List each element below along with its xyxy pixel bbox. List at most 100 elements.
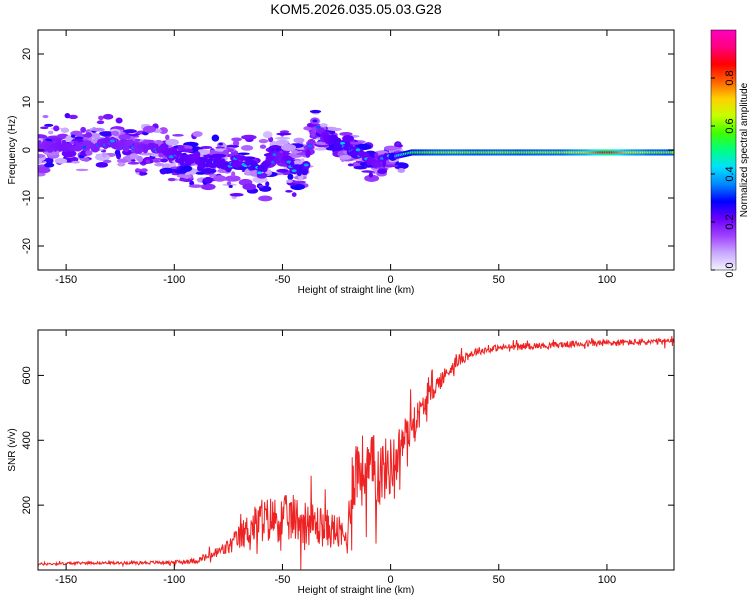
spectrogram-cell [200, 168, 217, 174]
spectrogram-cell [85, 131, 92, 138]
spectrogram-cell [172, 133, 184, 137]
spectrogram-cell [292, 180, 306, 184]
spectrogram-cell [393, 162, 409, 170]
spectrogram-cell [291, 149, 298, 155]
spectrogram-peak-cell [291, 169, 297, 173]
spectrogram-cell [237, 152, 250, 156]
spectrogram-cell [276, 132, 292, 136]
spectrogram-cell [123, 129, 137, 134]
spectrogram-ridge-cell [310, 129, 316, 138]
spectrogram-ridge-cell [194, 150, 201, 159]
spectrogram-peak-cell [340, 141, 346, 145]
spectrogram-cell [80, 126, 87, 133]
spectrogram-cell [285, 190, 293, 193]
spectrogram-cell [225, 175, 241, 182]
spectrogram-cell [40, 126, 49, 130]
spectrogram-cell [274, 136, 291, 140]
spectrogram-cell [200, 183, 216, 191]
spectrogram-cell [116, 158, 129, 164]
spectrogram-data [38, 109, 674, 202]
snr-y-tick-label: 600 [21, 366, 33, 384]
spectrogram-cell [65, 135, 73, 143]
spectrogram-cell [44, 123, 54, 127]
spectrogram-cell [353, 165, 368, 170]
spectrogram-cell [286, 179, 293, 183]
spectrogram-y-tick-label: 0 [21, 147, 33, 153]
spectrogram-peak-cell [257, 171, 263, 175]
spectrogram-cell [118, 134, 131, 140]
spectrogram-cell [60, 127, 70, 133]
colorbar-tick-label: 0.8 [724, 70, 736, 85]
spectrogram-cell [268, 136, 274, 143]
colorbar-gradient [710, 29, 737, 271]
spectrogram-x-tick-label: -100 [163, 274, 185, 286]
spectrogram-cell [159, 168, 167, 175]
spectrogram-cell [364, 174, 380, 182]
spectrogram-cell [279, 130, 290, 134]
spectrogram-ridge-cell [307, 139, 316, 145]
spectrogram-cell [218, 142, 223, 146]
spectrogram-y-tick-label: -20 [21, 238, 33, 254]
spectrogram-cell [368, 172, 373, 178]
spectrogram-cell [319, 123, 328, 128]
spectrogram-cell [249, 169, 260, 177]
spectrogram-peak-cell [671, 151, 674, 154]
spectrogram-cell [110, 130, 120, 136]
spectrogram-x-tick-label: -50 [274, 274, 290, 286]
spectrogram-peak-cell [303, 163, 309, 167]
spectrogram-cell [309, 109, 322, 114]
spectrogram-cell [232, 139, 240, 147]
spectrogram-cell [95, 162, 109, 168]
spectrogram-cell [339, 154, 352, 160]
spectrogram-cell [347, 163, 354, 167]
snr-ticks: -150 -100 -50 0 50 100 200 400 600 [21, 330, 674, 586]
snr-series-line [38, 336, 674, 570]
spectrogram-cell [140, 168, 148, 173]
spectrogram-cell [178, 178, 189, 182]
spectrogram-cell [200, 145, 213, 149]
colorbar-tick-label: 0.6 [724, 118, 736, 133]
spectrogram-ridge-cell [382, 158, 387, 168]
spectrogram-cell [96, 120, 105, 125]
spectrogram-cell [242, 183, 257, 191]
spectrogram-cell [327, 127, 342, 131]
colorbar-tick-label: 0.2 [724, 214, 736, 229]
spectrogram-peak-cell [355, 148, 361, 152]
spectrogram-y-axis-label: Frequency (Hz) [7, 116, 18, 185]
spectrogram-cell [114, 149, 121, 157]
spectrogram-x-tick-label: 0 [388, 274, 394, 286]
spectrogram-cell [160, 158, 168, 163]
spectrogram-cell [158, 152, 164, 158]
spectrogram-cell [54, 157, 68, 164]
spectrogram-cell [213, 175, 227, 182]
colorbar-ticks: 0.0 0.2 0.4 0.6 0.8 [711, 70, 736, 278]
snr-x-tick-label: -150 [55, 574, 77, 586]
spectrogram-cell [189, 180, 195, 186]
spectrogram-cell [99, 131, 114, 136]
spectrogram-cell [343, 150, 348, 154]
spectrogram-cell [102, 159, 112, 163]
spectrogram-cell [258, 184, 264, 188]
spectrogram-cell [137, 155, 143, 163]
spectrogram-cell [53, 125, 60, 132]
spectrogram-ridge-cell [290, 160, 295, 168]
spectrogram-cell [129, 153, 138, 159]
spectrogram-x-tick-label: 50 [493, 274, 505, 286]
spectrogram-cell [203, 176, 213, 184]
spectrogram-cell [287, 173, 294, 181]
snr-panel: -150 -100 -50 0 50 100 200 400 600 Height of str… [7, 329, 675, 596]
spectrogram-cell [258, 139, 269, 144]
spectrogram-ridge-cell [73, 140, 79, 145]
spectrogram-cell [271, 147, 280, 151]
spectrogram-cell [383, 164, 399, 168]
colorbar-tick-label: 0.0 [724, 262, 736, 277]
spectrogram-cell [181, 148, 194, 153]
spectrogram-cell [165, 134, 170, 141]
spectrogram-cell [217, 168, 228, 174]
spectrogram-cell [102, 113, 114, 120]
spectrogram-cell [152, 160, 162, 163]
spectrogram-y-tick-label: -10 [21, 190, 33, 206]
snr-x-tick-label: -50 [274, 574, 290, 586]
spectrogram-cell [167, 177, 176, 182]
